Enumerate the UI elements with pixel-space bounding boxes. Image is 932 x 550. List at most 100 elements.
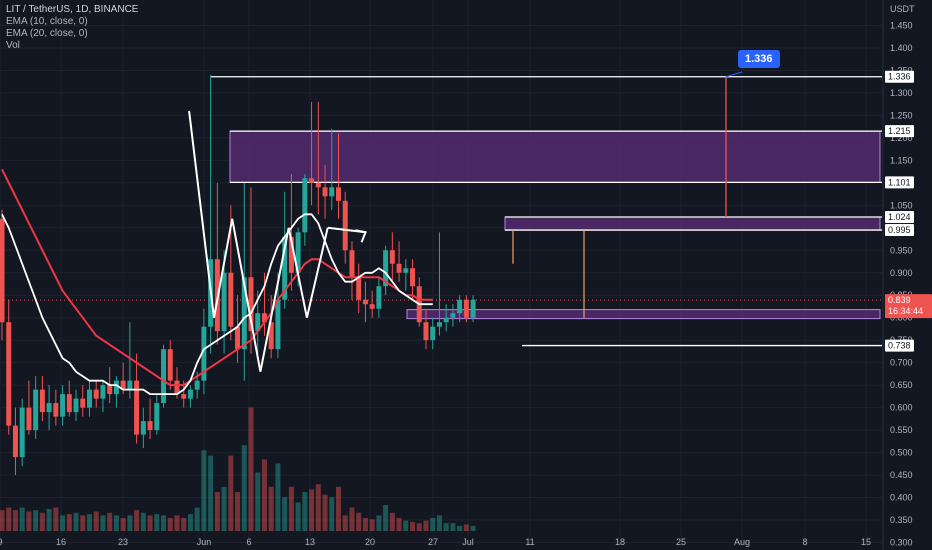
volume-bar xyxy=(0,510,5,531)
volume-bar xyxy=(376,515,382,531)
volume-bar xyxy=(369,519,375,531)
candle-body xyxy=(369,304,375,309)
x-tick-label: 13 xyxy=(305,537,315,547)
candle-body xyxy=(288,236,294,273)
candle-body xyxy=(349,250,355,278)
price-level-tag-text: 1.336 xyxy=(888,72,911,82)
volume-bar xyxy=(463,524,469,531)
volume-bar xyxy=(322,494,328,531)
candle-body xyxy=(356,277,362,300)
price-level-tag-text: 1.024 xyxy=(888,212,911,222)
price-axis[interactable]: 1.4501.4001.3501.3001.2501.2001.1501.100… xyxy=(882,0,932,550)
volume-bar xyxy=(86,514,92,531)
x-tick-label: Jul xyxy=(462,537,474,547)
volume-bar xyxy=(107,512,113,531)
x-tick-label: 15 xyxy=(861,537,871,547)
x-tick-label: 6 xyxy=(246,537,251,547)
x-tick-label: 11 xyxy=(525,537,534,547)
y-tick-label: 0.350 xyxy=(890,515,913,525)
x-tick-label: 27 xyxy=(428,537,438,547)
volume-bar xyxy=(93,511,99,531)
y-tick-label: 0.700 xyxy=(890,358,913,368)
volume-bar xyxy=(241,445,247,531)
ema-lines xyxy=(1,168,433,396)
symbol-title[interactable]: LIT / TetherUS, 1D, BINANCE xyxy=(6,4,139,15)
volume-bar xyxy=(201,450,207,531)
volume-bar xyxy=(46,508,52,531)
volume-bars xyxy=(0,407,476,531)
volume-bar xyxy=(315,484,321,531)
candle-body xyxy=(430,326,436,341)
candle-body xyxy=(86,389,92,408)
candle-body xyxy=(26,407,32,431)
volume-bar xyxy=(342,515,348,531)
candle-body xyxy=(134,380,140,435)
volume-bar xyxy=(288,486,294,531)
candle-body xyxy=(376,286,382,309)
volume-bar xyxy=(309,489,315,531)
chart-legend: LIT / TetherUS, 1D, BINANCE EMA (10, clo… xyxy=(6,4,138,52)
volume-bar xyxy=(80,515,86,531)
candle-body xyxy=(322,187,328,197)
candle-body xyxy=(235,326,241,350)
volume-bar xyxy=(147,515,153,531)
zone-rect xyxy=(504,216,881,231)
candle-body xyxy=(46,403,52,413)
price-axis-bg xyxy=(884,0,932,550)
candle-body xyxy=(147,421,153,431)
candle-body xyxy=(221,272,227,332)
volume-bar xyxy=(194,507,200,531)
volume-bar xyxy=(470,525,476,531)
candle-body xyxy=(309,178,315,183)
candle-body xyxy=(181,394,187,399)
volume-bar xyxy=(66,514,72,531)
candle-body xyxy=(120,380,126,390)
ema20-legend[interactable]: EMA (20, close, 0) xyxy=(6,28,88,39)
y-tick-label: 0.600 xyxy=(890,403,913,413)
candle-body xyxy=(66,394,72,413)
price-level-tag-text: 1.215 xyxy=(888,126,911,136)
y-tick-label: 0.900 xyxy=(890,268,913,278)
volume-bar xyxy=(208,455,214,531)
price-level-tag-text: 0.995 xyxy=(888,225,911,235)
volume-bar xyxy=(416,523,422,531)
volume-bar xyxy=(383,505,389,531)
volume-bar xyxy=(161,515,167,531)
candle-body xyxy=(383,250,389,287)
y-tick-label: 0.500 xyxy=(890,448,913,458)
volume-bar xyxy=(443,523,449,531)
candle-body xyxy=(194,380,200,390)
candle-body xyxy=(457,299,463,314)
candle-body xyxy=(302,178,308,233)
price-level-tag-text: 1.101 xyxy=(888,177,911,187)
x-tick-label: Jun xyxy=(197,537,212,547)
y-tick-label: 0.650 xyxy=(890,380,913,390)
candle-body xyxy=(450,313,456,318)
ema10-line xyxy=(1,213,433,396)
candle-body xyxy=(261,313,267,323)
candle-body xyxy=(39,389,45,413)
time-axis[interactable]: 9 16 23 Jun 6 13 20 27 Jul 11 18 25 Aug 8 15 xyxy=(0,537,871,547)
candle-body xyxy=(389,250,395,264)
y-tick-label: 1.250 xyxy=(890,110,913,120)
volume-bar xyxy=(39,512,45,531)
volume-bar xyxy=(450,523,456,531)
volume-legend[interactable]: Vol xyxy=(6,40,20,51)
volume-bar xyxy=(167,518,173,531)
x-tick-label: 8 xyxy=(802,537,807,547)
candle-body xyxy=(329,187,335,197)
volume-bar xyxy=(120,518,126,531)
ema10-legend[interactable]: EMA (10, close, 0) xyxy=(6,16,88,27)
zone-rect xyxy=(406,309,881,320)
callout-pointer xyxy=(725,71,743,78)
y-tick-label: 1.050 xyxy=(890,200,913,210)
candle-body xyxy=(275,299,281,350)
candle-body xyxy=(187,389,193,399)
candle-body xyxy=(470,299,476,318)
volume-bar xyxy=(295,502,301,531)
volume-bar xyxy=(53,507,59,531)
candle-body xyxy=(19,407,25,458)
candle-body xyxy=(80,398,86,408)
supply-demand-zones xyxy=(229,130,881,320)
